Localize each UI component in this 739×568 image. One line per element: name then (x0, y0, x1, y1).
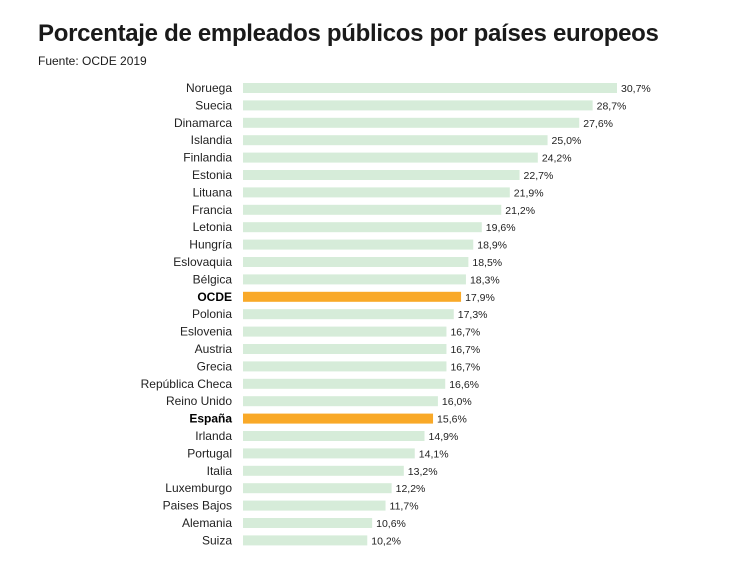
bar (243, 135, 548, 146)
bar (243, 222, 482, 233)
bar (243, 170, 520, 180)
bar (243, 465, 404, 476)
bar (243, 518, 373, 528)
bar (243, 361, 447, 372)
bar (243, 483, 392, 494)
category-label: Finlandia (183, 151, 232, 165)
category-label: Francia (192, 203, 232, 217)
category-label: Suecia (195, 98, 232, 112)
value-label: 15,6% (437, 414, 467, 426)
bar (243, 413, 434, 424)
bar (243, 239, 474, 250)
category-label: Irlanda (195, 429, 232, 443)
bar (243, 448, 415, 459)
bar (243, 257, 469, 267)
value-label: 19,6% (486, 222, 516, 234)
value-label: 18,3% (470, 274, 500, 286)
value-label: 17,9% (465, 292, 495, 304)
value-label: 12,2% (396, 483, 426, 495)
category-label: España (189, 412, 232, 426)
bar (243, 152, 538, 163)
bar (243, 83, 617, 93)
value-label: 13,2% (408, 466, 438, 478)
value-label: 10,6% (376, 518, 406, 530)
category-label: Estonia (192, 168, 232, 182)
category-label: Italia (207, 464, 233, 478)
category-label: Lituana (193, 185, 233, 199)
category-label: Dinamarca (174, 116, 232, 130)
value-label: 25,0% (552, 135, 582, 147)
bar (243, 291, 462, 302)
value-label: 21,2% (505, 205, 535, 217)
category-label: Suiza (202, 533, 232, 547)
category-label: Portugal (187, 446, 232, 460)
value-label: 17,3% (458, 309, 488, 321)
value-label: 16,7% (450, 327, 480, 339)
category-label: Luxemburgo (165, 481, 232, 495)
category-label: Grecia (197, 359, 233, 373)
bar (243, 187, 510, 198)
bar (243, 535, 368, 546)
category-label: Hungría (189, 238, 232, 252)
value-label: 30,7% (621, 83, 651, 95)
category-label: Reino Unido (166, 394, 232, 408)
category-label: OCDE (197, 290, 232, 304)
value-label: 22,7% (524, 170, 554, 182)
chart-subtitle: Fuente: OCDE 2019 (38, 54, 147, 68)
value-label: 14,9% (429, 431, 459, 443)
value-label: 18,9% (477, 240, 507, 252)
value-label: 24,2% (542, 153, 572, 165)
category-label: Paises Bajos (163, 499, 232, 513)
value-label: 16,7% (450, 361, 480, 373)
bar (243, 378, 446, 389)
value-label: 21,9% (514, 187, 544, 199)
bar (243, 326, 447, 337)
category-label: Noruega (186, 81, 232, 95)
value-label: 11,7% (390, 501, 419, 513)
category-label: Bélgica (193, 272, 233, 286)
value-label: 16,7% (450, 344, 480, 356)
bar (243, 309, 454, 320)
category-label: Eslovaquia (173, 255, 232, 269)
category-label: Alemania (182, 516, 232, 530)
bar (243, 117, 580, 128)
bar (243, 204, 502, 215)
value-label: 14,1% (419, 448, 449, 460)
value-label: 27,6% (583, 118, 613, 130)
bar (243, 344, 447, 354)
value-label: 28,7% (597, 100, 627, 112)
bar (243, 396, 438, 407)
bar (243, 100, 593, 111)
category-label: Polonia (192, 307, 232, 321)
bar (243, 431, 425, 441)
value-label: 10,2% (371, 535, 401, 547)
value-label: 18,5% (472, 257, 502, 269)
category-label: República Checa (141, 377, 233, 391)
value-label: 16,0% (442, 396, 472, 408)
chart-title: Porcentaje de empleados públicos por paí… (38, 20, 659, 47)
bar (243, 274, 466, 285)
category-label: Austria (195, 342, 233, 356)
category-label: Letonia (193, 220, 233, 234)
category-label: Islandia (191, 133, 233, 147)
bar (243, 500, 386, 511)
value-label: 16,6% (449, 379, 479, 391)
category-label: Eslovenia (180, 325, 232, 339)
